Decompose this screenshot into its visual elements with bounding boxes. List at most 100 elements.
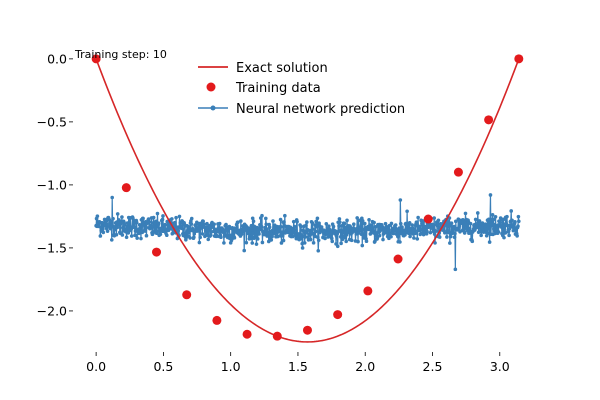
neural-network-prediction-point [95, 214, 100, 218]
neural-network-prediction-point [473, 217, 478, 222]
neural-network-prediction-point [413, 231, 417, 236]
neural-network-prediction-point [316, 248, 321, 253]
neural-network-prediction-point [236, 220, 240, 225]
neural-network-prediction-point [364, 239, 369, 244]
neural-network-prediction-point [425, 229, 429, 234]
neural-network-prediction-point [342, 221, 347, 226]
x-tick-label: 1.5 [288, 359, 308, 374]
neural-network-prediction-point [389, 221, 394, 226]
neural-network-prediction-point [484, 227, 488, 232]
neural-network-prediction-point [398, 221, 403, 226]
neural-network-prediction-point [264, 227, 269, 231]
neural-network-prediction-point [200, 232, 205, 236]
neural-network-prediction-point [415, 222, 419, 227]
x-tick-label: 2.0 [355, 359, 375, 374]
neural-network-prediction-point [242, 248, 247, 253]
neural-network-prediction-point [400, 225, 404, 229]
neural-network-prediction-point [270, 234, 274, 239]
neural-network-prediction-point [283, 213, 287, 218]
neural-network-prediction-point [335, 244, 340, 249]
legend-neural-network-prediction-label: Neural network prediction [236, 102, 405, 117]
neural-network-prediction-point [369, 225, 374, 229]
neural-network-prediction-point [405, 209, 409, 214]
training-data-point [182, 290, 192, 300]
neural-network-prediction-point [259, 224, 264, 229]
neural-network-prediction-point [314, 219, 318, 224]
neural-network-prediction-point [357, 228, 362, 233]
training-data-point [484, 115, 494, 125]
neural-network-prediction-point [280, 230, 285, 234]
neural-network-prediction-point [510, 218, 514, 223]
neural-network-prediction-point [144, 225, 148, 229]
neural-network-prediction-point [493, 215, 498, 219]
neural-network-prediction-point [338, 235, 343, 239]
neural-network-prediction-point [139, 236, 143, 241]
neural-network-prediction-point [151, 215, 156, 220]
neural-network-prediction-point [214, 234, 219, 239]
neural-network-prediction-point [360, 219, 365, 223]
neural-network-prediction-point [166, 228, 171, 233]
neural-network-prediction-point [125, 221, 130, 225]
neural-network-prediction-point [260, 240, 265, 245]
legend-exact-solution-label: Exact solution [236, 61, 328, 76]
neural-network-prediction-point [340, 237, 345, 242]
neural-network-prediction-point [404, 226, 409, 231]
neural-network-prediction-point [110, 195, 114, 200]
neural-network-prediction-point [189, 216, 194, 221]
x-tick-label: 3.0 [490, 359, 510, 374]
neural-network-prediction-point [363, 221, 367, 226]
neural-network-prediction-point [278, 217, 283, 222]
neural-network-prediction-point [229, 233, 233, 238]
neural-network-prediction-point [101, 230, 106, 235]
neural-network-prediction-point [257, 232, 261, 236]
x-tick-label: 0.0 [86, 359, 106, 374]
neural-network-prediction-point [324, 222, 329, 226]
neural-network-prediction-point [498, 220, 503, 225]
neural-network-prediction-point [217, 221, 222, 226]
neural-network-prediction-point [352, 222, 356, 227]
training-data-point [242, 329, 252, 339]
training-data-point [363, 286, 373, 296]
legend: Exact solution Training data Neural netw… [198, 61, 405, 117]
neural-network-prediction-point [315, 216, 320, 221]
neural-network-prediction-point [311, 241, 316, 245]
neural-network-prediction-point [367, 218, 371, 222]
neural-network-prediction-point [267, 225, 272, 230]
neural-network-prediction-point [109, 238, 114, 242]
neural-network-prediction-point [156, 221, 161, 226]
neural-network-prediction-point [300, 246, 305, 250]
neural-network-prediction-point [516, 214, 521, 219]
neural-network-prediction-point [170, 231, 175, 236]
neural-network-prediction-point [363, 233, 368, 238]
x-tick-label: 2.5 [423, 359, 443, 374]
neural-network-prediction-point [280, 233, 285, 238]
neural-network-prediction-point [205, 231, 210, 235]
neural-network-prediction-point [179, 226, 184, 231]
neural-network-prediction-point [170, 217, 174, 221]
neural-network-prediction-point [149, 224, 153, 229]
neural-network-prediction-point [155, 229, 159, 234]
neural-network-prediction-point [250, 241, 255, 245]
neural-network-prediction-point [144, 233, 149, 238]
neural-network-prediction-point [279, 241, 284, 245]
neural-network-prediction-point [436, 218, 441, 223]
neural-network-prediction-point [109, 219, 113, 224]
neural-network-prediction-point [415, 237, 420, 241]
prediction-series [94, 193, 521, 272]
neural-network-prediction-point [442, 231, 447, 235]
neural-network-prediction-point [129, 234, 134, 238]
neural-network-prediction-point [359, 223, 363, 228]
neural-network-prediction-point [176, 228, 181, 233]
neural-network-prediction-point [396, 234, 400, 239]
neural-network-prediction-point [154, 219, 159, 224]
neural-network-prediction-point [377, 233, 382, 238]
y-tick-label: −0.5 [37, 114, 67, 129]
neural-network-prediction-point [349, 238, 354, 243]
neural-network-prediction-point [187, 228, 192, 233]
neural-network-prediction-point [197, 240, 202, 245]
neural-network-prediction-point [212, 222, 216, 226]
training-data-point [212, 315, 222, 325]
neural-network-prediction-point [431, 223, 435, 227]
neural-network-prediction-point [155, 211, 160, 216]
neural-network-prediction-point [114, 232, 119, 237]
